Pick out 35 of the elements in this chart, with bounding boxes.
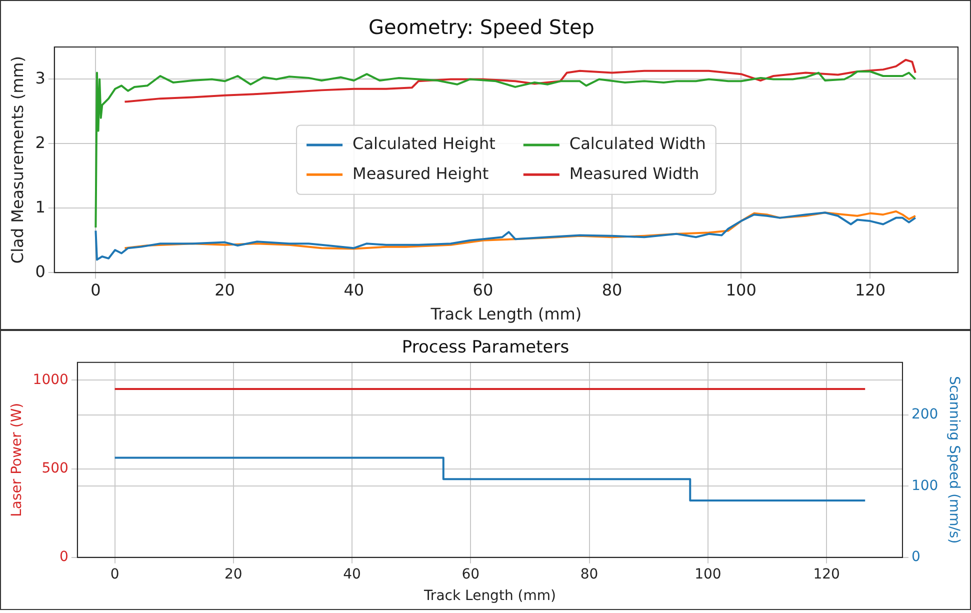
- y-tick-label: 2: [35, 132, 46, 152]
- chart-title: Geometry: Speed Step: [368, 15, 594, 40]
- y-tick-label: 3: [35, 68, 46, 88]
- x-tick-label: 60: [462, 566, 480, 582]
- legend-label: Measured Height: [352, 164, 489, 183]
- x-tick-label: 40: [343, 566, 361, 582]
- chart-title: Process Parameters: [402, 338, 570, 358]
- x-tick-label: 0: [110, 566, 120, 582]
- x-tick-label: 120: [813, 566, 840, 582]
- y-axis-title: Clad Measurements (mm): [8, 56, 27, 264]
- legend-label: Calculated Height: [352, 134, 496, 154]
- x-tick-label: 20: [224, 566, 242, 582]
- x-tick-label: 60: [472, 280, 494, 300]
- y-tick-label: 0: [35, 262, 46, 281]
- y2-tick-label: 100: [911, 478, 938, 494]
- x-tick-label: 80: [580, 566, 598, 582]
- x-tick-label: 20: [214, 280, 235, 300]
- legend-label: Calculated Width: [569, 134, 706, 154]
- y-tick-label: 0: [60, 549, 68, 566]
- x-tick-label: 80: [602, 280, 622, 300]
- legend-label: Measured Width: [569, 164, 700, 183]
- y2-tick-label: 0: [911, 549, 920, 566]
- x-tick-label: 100: [694, 566, 722, 582]
- x-tick-label: 120: [854, 280, 886, 300]
- y-tick-label: 1000: [32, 372, 68, 388]
- x-tick-label: 40: [344, 280, 364, 300]
- y-tick-label: 1: [35, 197, 46, 216]
- y2-axis-title: Scanning Speed (mm/s): [946, 376, 962, 544]
- y-axis-title: Laser Power (W): [9, 402, 26, 517]
- y-tick-label: 500: [42, 460, 68, 476]
- x-tick-label: 0: [90, 280, 101, 300]
- y2-tick-label: 200: [911, 406, 938, 423]
- x-axis-title: Track Length (mm): [422, 588, 556, 604]
- x-tick-label: 100: [726, 280, 756, 300]
- x-axis-title: Track Length (mm): [430, 304, 582, 324]
